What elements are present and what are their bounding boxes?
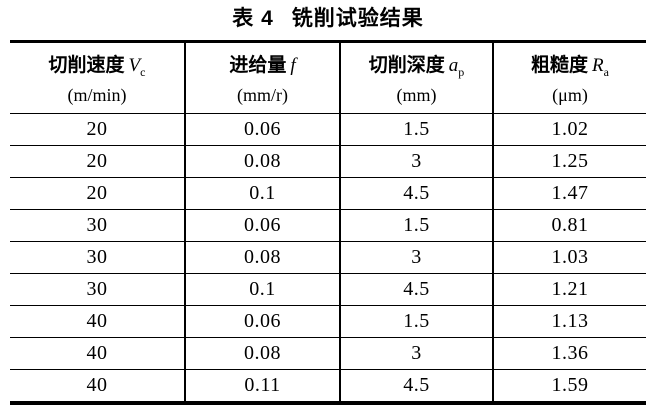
table-cell: 3 (339, 337, 493, 370)
table-row: 30 0.08 3 1.03 (10, 241, 646, 274)
table-caption: 铣削试验结果 (291, 7, 424, 30)
column-title-text: 进给量 (229, 54, 287, 76)
column-title-text: 切削深度 (368, 54, 445, 76)
column-symbol: ap (448, 54, 465, 79)
table-cell: 1.13 (492, 305, 646, 338)
table-cell: 1.21 (492, 273, 646, 306)
symbol-letter: V (128, 54, 141, 76)
symbol-subscript: p (458, 64, 465, 79)
table-cell: 1.59 (492, 369, 646, 404)
table-cell: 1.47 (492, 177, 646, 210)
table-cell: 0.11 (184, 369, 340, 404)
column-symbol: Vc (128, 54, 146, 79)
table-row: 20 0.06 1.5 1.02 (10, 113, 646, 146)
milling-results-table: 切削速度 Vc (m/min) 进给量 f (mm/r) 切削深度 ap (mm) 粗糙度 Ra (μ… (10, 40, 646, 405)
table-cell: 20 (10, 177, 185, 210)
table-cell: 1.5 (339, 305, 493, 338)
column-unit: (mm) (396, 84, 437, 105)
symbol-subscript: c (140, 64, 146, 79)
table-cell: 20 (10, 113, 185, 146)
table-cell: 1.25 (492, 145, 646, 178)
table-cell: 40 (10, 337, 185, 370)
table-cell: 1.02 (492, 113, 646, 146)
column-symbol: Ra (592, 54, 609, 79)
symbol-letter: f (290, 54, 296, 76)
column-unit: (mm/r) (237, 84, 288, 105)
table-cell: 0.1 (184, 273, 340, 306)
table-row: 20 0.1 4.5 1.47 (10, 177, 646, 210)
table-cell: 1.36 (492, 337, 646, 370)
column-name: 切削速度 Vc (10, 48, 184, 81)
table-cell: 30 (10, 273, 185, 306)
table-cell: 30 (10, 241, 185, 274)
column-header: 进给量 f (mm/r) (184, 41, 340, 114)
column-name: 粗糙度 Ra (494, 48, 646, 81)
table-cell: 4.5 (339, 273, 493, 306)
column-header: 切削深度 ap (mm) (339, 41, 493, 114)
table-cell: 30 (10, 209, 185, 242)
table-row: 40 0.11 4.5 1.59 (10, 369, 646, 404)
table-cell: 4.5 (339, 177, 493, 210)
table-row: 30 0.1 4.5 1.21 (10, 273, 646, 306)
table-cell: 20 (10, 145, 185, 178)
table-row: 20 0.08 3 1.25 (10, 145, 646, 178)
column-header: 切削速度 Vc (m/min) (10, 41, 185, 114)
table-cell: 1.03 (492, 241, 646, 274)
symbol-letter: R (592, 54, 604, 76)
table-cell: 1.5 (339, 113, 493, 146)
table-cell: 1.5 (339, 209, 493, 242)
table-title: 表 4 铣削试验结果 (0, 4, 656, 34)
column-unit: (μm) (552, 84, 588, 105)
column-name: 进给量 f (186, 48, 339, 81)
table-cell: 3 (339, 145, 493, 178)
table-cell: 0.06 (184, 305, 340, 338)
table-cell: 3 (339, 241, 493, 274)
table-cell: 40 (10, 369, 185, 404)
table-row: 40 0.06 1.5 1.13 (10, 305, 646, 338)
table-cell: 4.5 (339, 369, 493, 404)
table-row: 40 0.08 3 1.36 (10, 337, 646, 370)
symbol-subscript: a (603, 64, 609, 79)
symbol-letter: a (448, 54, 459, 76)
table-cell: 40 (10, 305, 185, 338)
table-cell: 0.08 (184, 241, 340, 274)
column-symbol: f (290, 55, 295, 76)
table-cell: 0.08 (184, 145, 340, 178)
column-title-text: 切削速度 (48, 54, 125, 76)
column-name: 切削深度 ap (341, 48, 492, 81)
table-row: 30 0.06 1.5 0.81 (10, 209, 646, 242)
header-row: 切削速度 Vc (m/min) 进给量 f (mm/r) 切削深度 ap (mm) 粗糙度 Ra (μ… (10, 41, 646, 114)
column-unit: (m/min) (67, 84, 127, 105)
table-cell: 0.81 (492, 209, 646, 242)
table-cell: 0.06 (184, 209, 340, 242)
table-cell: 0.1 (184, 177, 340, 210)
column-title-text: 粗糙度 (531, 54, 589, 76)
column-header: 粗糙度 Ra (μm) (492, 41, 646, 114)
table-number: 表 4 (232, 7, 274, 30)
table-cell: 0.06 (184, 113, 340, 146)
table-cell: 0.08 (184, 337, 340, 370)
